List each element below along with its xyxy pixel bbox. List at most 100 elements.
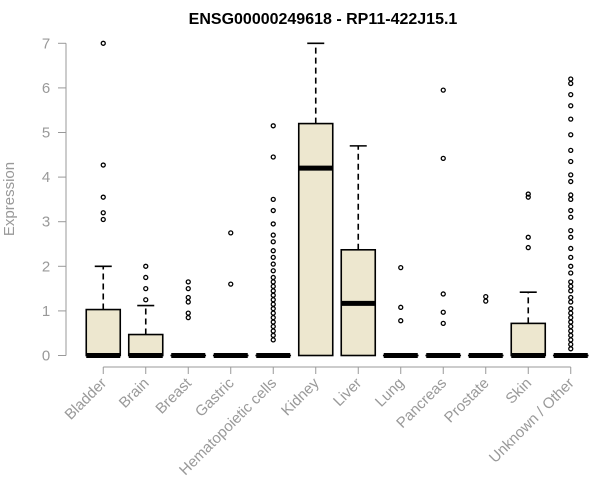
outlier-point <box>100 216 106 223</box>
y-tick-label: 5 <box>42 125 50 142</box>
outlier-point <box>143 285 149 292</box>
outlier-point <box>568 116 574 122</box>
outlier-point <box>270 288 276 294</box>
y-tick-label: 0 <box>42 348 50 365</box>
outlier-point <box>568 132 574 138</box>
outlier-point <box>143 263 149 269</box>
outlier-point <box>568 254 574 261</box>
y-axis: 0 1 2 3 4 5 6 7 <box>42 35 67 365</box>
outlier-point <box>440 87 446 93</box>
outlier-point <box>270 261 276 267</box>
outlier-point <box>568 319 574 325</box>
outlier-point <box>568 178 574 185</box>
outlier-point <box>398 304 404 310</box>
outlier-point <box>568 306 574 312</box>
box-breast <box>170 279 207 358</box>
category-label: Liver <box>330 375 365 410</box>
outlier-point <box>185 285 191 292</box>
outlier-point <box>270 221 276 227</box>
y-tick-label: 2 <box>42 258 50 275</box>
outlier-point <box>568 341 574 348</box>
outlier-point <box>270 297 276 303</box>
outlier-point <box>568 76 574 82</box>
box-gastric <box>212 230 249 358</box>
outlier-point <box>568 214 574 220</box>
outlier-point <box>568 172 574 178</box>
outlier-point <box>568 245 574 252</box>
box-brain <box>127 263 164 358</box>
outlier-point <box>568 310 574 316</box>
outlier-point <box>568 332 574 339</box>
category-label: Bladder <box>61 375 110 424</box>
outlier-point <box>270 337 276 343</box>
outlier-point <box>568 346 574 352</box>
outlier-point <box>143 297 149 303</box>
outlier-point <box>568 323 574 330</box>
outlier-point <box>525 194 531 200</box>
outlier-point <box>568 80 574 87</box>
outlier-point <box>398 318 404 324</box>
outlier-point <box>568 299 574 305</box>
y-tick-label: 7 <box>42 35 50 52</box>
outlier-point <box>185 299 191 305</box>
outlier-point <box>185 314 191 321</box>
outlier-point <box>270 314 276 321</box>
outlier-point <box>270 306 276 312</box>
box-lung <box>382 264 419 358</box>
outlier-point <box>568 192 574 198</box>
category-label: Skin <box>502 375 535 408</box>
outlier-point <box>270 328 276 334</box>
box-pancreas <box>425 87 462 358</box>
outlier-point <box>568 103 574 109</box>
category-label: Brain <box>116 375 153 412</box>
y-axis-label: Expression <box>1 162 18 236</box>
box-bladder <box>85 40 122 358</box>
outlier-point <box>100 210 106 216</box>
outlier-point <box>185 279 191 285</box>
outlier-point <box>270 292 276 298</box>
outlier-point <box>270 248 276 254</box>
outlier-point <box>143 274 149 281</box>
outlier-point <box>525 191 531 197</box>
outlier-point <box>440 320 446 327</box>
y-tick-label: 3 <box>42 214 50 231</box>
outlier-point <box>568 279 574 285</box>
outlier-point <box>568 227 574 234</box>
outlier-point <box>270 310 276 316</box>
category-label: Breast <box>152 374 195 417</box>
outlier-point <box>270 274 276 281</box>
outlier-point <box>568 288 574 294</box>
outlier-point <box>568 270 574 276</box>
outlier-point <box>568 328 574 334</box>
outlier-point <box>100 40 106 46</box>
outlier-point <box>525 244 531 251</box>
outlier-point <box>270 254 276 261</box>
outlier-point <box>398 264 404 271</box>
outlier-point <box>100 162 106 168</box>
box-hematopoietic-cells <box>255 123 292 358</box>
outlier-point <box>270 301 276 307</box>
outlier-point <box>270 207 276 214</box>
y-tick-label: 1 <box>42 303 50 320</box>
outlier-point <box>228 281 234 287</box>
outlier-point <box>483 293 489 300</box>
outlier-point <box>270 323 276 330</box>
box-unknown-other <box>552 76 589 358</box>
outlier-point <box>270 332 276 339</box>
outlier-point <box>568 234 574 240</box>
outlier-point <box>440 309 446 315</box>
outlier-point <box>185 310 191 316</box>
outlier-point <box>440 291 446 297</box>
outlier-point <box>185 294 191 301</box>
outlier-point <box>525 234 531 240</box>
outlier-point <box>440 155 446 162</box>
box-liver <box>340 145 377 357</box>
y-tick-label: 4 <box>42 169 50 186</box>
iqr-box <box>127 333 164 357</box>
outlier-point <box>270 268 276 274</box>
outlier-point <box>270 154 276 160</box>
outlier-point <box>270 196 276 203</box>
outlier-point <box>568 314 574 321</box>
